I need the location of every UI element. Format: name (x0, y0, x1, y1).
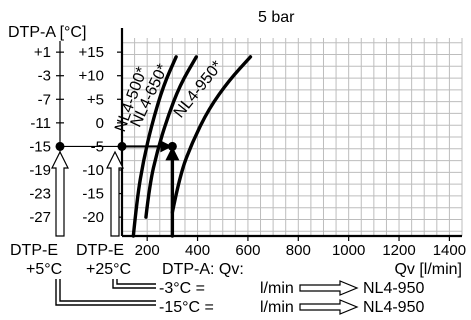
row1-arrow (299, 280, 359, 296)
y-tick-label-dtpe25: -10 (82, 162, 104, 179)
row2-model: NL4-950 (363, 299, 424, 316)
y-tick-label-dtpe5: +1 (34, 44, 51, 61)
dtpe25-up-arrow (106, 150, 124, 237)
y-axis-label: DTP-A [°C] (8, 24, 86, 41)
y-tick-label-dtpe25: 0 (96, 115, 104, 132)
row1-temp: -3°C = (159, 280, 205, 297)
row1-unit: l/min (260, 280, 294, 297)
row2-unit: l/min (260, 299, 294, 316)
x-tick-label: 1200 (382, 242, 415, 259)
example-arrow-right (160, 140, 173, 153)
series-line-2 (144, 55, 198, 219)
chart-grid (122, 38, 463, 236)
footer-connector-2 (112, 279, 156, 289)
x-axis-label: Qv [l/min] (394, 261, 462, 278)
dtpe-label-2: DTP-E (76, 242, 124, 259)
y-tick-label-dtpe5: -23 (29, 186, 51, 203)
y-tick-label-dtpe25: +10 (79, 68, 104, 85)
example-readout (51, 140, 180, 238)
footer-connector-1 (55, 279, 156, 306)
example-arrow-up (165, 146, 180, 161)
x-tick-label: 600 (235, 242, 260, 259)
y-tick-label-dtpe5: -19 (29, 162, 51, 179)
series-line-1 (131, 55, 178, 238)
y-tick-label-dtpe25: +15 (79, 44, 104, 61)
y-tick-label-dtpe5: -7 (38, 91, 51, 108)
example-dot-intersection (167, 141, 177, 151)
y-tick-label-dtpe5: -15 (29, 138, 51, 155)
row1-model: NL4-950 (363, 280, 424, 297)
row2-arrow (299, 299, 359, 315)
x-tick-label: 400 (185, 242, 210, 259)
example-dot-dtpe5 (55, 141, 65, 151)
row2-temp: -15°C = (159, 299, 214, 316)
y-tick-label-dtpe25: -15 (82, 186, 104, 203)
series-line-3 (170, 55, 253, 215)
y-tick-label-dtpe25: +5 (87, 91, 104, 108)
chart-title: 5 bar (258, 9, 295, 26)
y-tick-label-dtpe5: -11 (30, 115, 51, 132)
y-tick-label-dtpe5: -3 (38, 68, 51, 85)
dtpe5-up-arrow (51, 150, 69, 237)
y-tick-label-dtpe25: -20 (82, 209, 104, 226)
x-tick-label: 800 (286, 242, 311, 259)
example-dot-dtpe25 (117, 141, 127, 151)
x-tick-label: 1400 (433, 242, 466, 259)
x-tick-label: 1000 (332, 242, 365, 259)
tick-labels: 200 400 600 800 1000 1200 1400 +1 +15 -3 +10 -7 +5 -1… (29, 44, 466, 259)
dtpa-qv-label: DTP-A: Qv: (162, 261, 244, 278)
x-tick-label: 200 (135, 242, 160, 259)
dtpe-value-1: +5°C (26, 261, 62, 278)
y-tick-label-dtpe5: -27 (29, 209, 51, 226)
dtpe-label-1: DTP-E (10, 242, 58, 259)
dtpe-value-2: +25°C (86, 261, 131, 278)
